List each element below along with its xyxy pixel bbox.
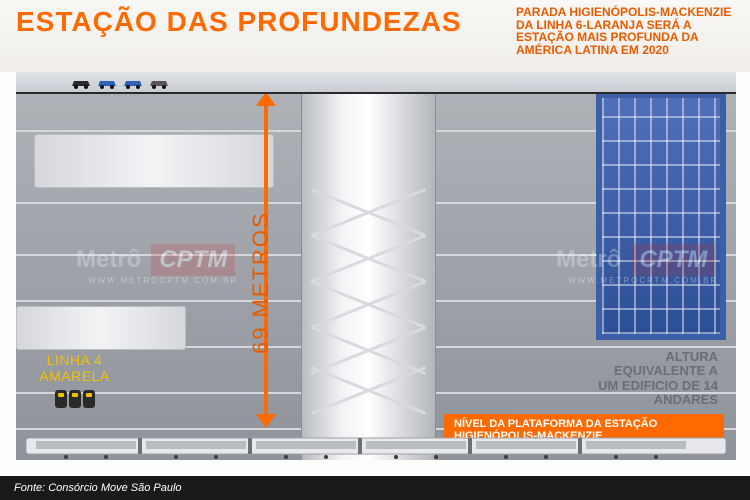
escalator-x-icon [301,328,436,370]
escalator-x-icon [301,236,436,278]
watermark-url: WWW.METROCPTM.COM.BR [568,276,718,285]
car-icon [96,78,118,90]
line4-label-box: LINHA 4 AMARELA [22,352,127,408]
car-icon [148,78,170,90]
escalator-x-icon [301,372,436,406]
subtitle: PARADA HIGIENÓPOLIS-MACKENZIE DA LINHA 6… [516,6,736,56]
escalator-x-icon [301,190,436,232]
watermark-cptm: CPTM [151,244,235,276]
car-icon [70,78,92,90]
line4-corridor [16,306,186,350]
depth-label: 69 METROS [248,211,274,354]
line4-title-1: LINHA 4 [22,352,127,368]
infographic-stage: ESTAÇÃO DAS PROFUNDEZAS PARADA HIGIENÓPO… [0,0,750,500]
turnstiles-icon [22,390,127,408]
watermark-cptm: CPTM [631,244,715,276]
watermark: Metrô CPTM [76,244,235,276]
arrowhead-down-icon [256,414,276,428]
mezzanine-box [34,134,274,188]
watermark-metro: Metrô [556,246,621,274]
watermark: Metrô CPTM [556,244,715,276]
source-text: Fonte: Consórcio Move São Paulo [14,482,182,494]
escalator-x-icon [301,282,436,324]
building-label: ALTURA EQUIVALENTE A UM EDIFICIO DE 14 A… [598,350,718,407]
main-title: ESTAÇÃO DAS PROFUNDEZAS [16,6,462,38]
line4-title-2: AMARELA [22,368,127,384]
building-comparison [596,94,726,340]
car-icon [122,78,144,90]
watermark-url: WWW.METROCPTM.COM.BR [88,276,238,285]
arrowhead-up-icon [256,94,276,106]
elevator-shaft [301,94,436,460]
train-icon [26,436,726,460]
underground-section: ALTURA EQUIVALENTE A UM EDIFICIO DE 14 A… [16,94,736,460]
watermark-metro: Metrô [76,246,141,274]
building-windows [602,98,720,334]
source-footer: Fonte: Consórcio Move São Paulo [0,476,750,500]
